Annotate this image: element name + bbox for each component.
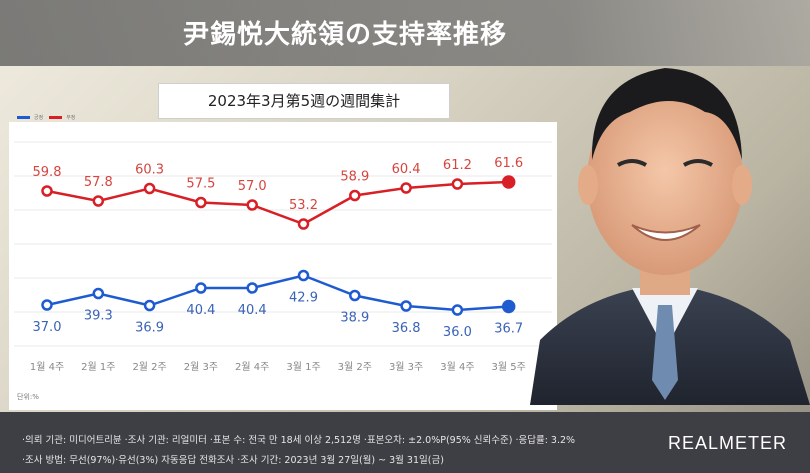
footer-line-2: ·조사 방법: 무선(97%)·유선(3%) 자동응답 전화조사 ·조사 기간:… — [22, 455, 444, 466]
data-label: 36.8 — [392, 321, 421, 336]
data-point — [195, 196, 207, 209]
data-label: 58.9 — [340, 170, 369, 185]
data-point — [297, 218, 310, 230]
chart-series: 59.8 57.8 60.3 57.5 57.0 53.2 58.9 60.4 61.2 61.6… — [33, 156, 524, 340]
data-label: 61.6 — [494, 156, 523, 171]
data-point — [246, 282, 258, 294]
data-point — [41, 185, 53, 197]
page-title: 尹錫悦大統領の支持率推移 — [182, 20, 507, 50]
data-point — [92, 195, 105, 207]
data-label: 60.4 — [392, 162, 421, 177]
data-point — [195, 282, 207, 294]
data-point — [501, 175, 516, 189]
data-label: 57.5 — [186, 177, 215, 192]
data-label: 53.2 — [289, 198, 318, 213]
x-tick-label: 3월 4주 — [440, 361, 474, 373]
data-point — [400, 300, 412, 312]
x-tick-label: 2월 4주 — [235, 361, 269, 373]
data-point — [297, 269, 310, 282]
data-label: 36.9 — [135, 321, 164, 336]
title-band — [0, 0, 810, 66]
data-point — [349, 289, 361, 302]
data-point — [451, 304, 464, 316]
legend-label-positive: 긍정 — [34, 115, 44, 121]
data-label: 57.0 — [238, 179, 267, 194]
x-tick-label: 2월 2주 — [132, 361, 166, 373]
data-label: 42.9 — [289, 291, 318, 306]
data-point — [92, 287, 105, 300]
chart-grid — [14, 141, 552, 347]
data-label: 36.7 — [494, 322, 523, 337]
data-point — [41, 299, 53, 311]
chart-panel — [9, 122, 557, 410]
data-point — [501, 299, 516, 314]
data-label: 57.8 — [84, 175, 113, 190]
footer-line-1: ·의뢰 기관: 미디어트리뷴 ·조사 기관: 리얼미터 ·표본 수: 전국 만 … — [22, 435, 576, 446]
data-point — [349, 189, 361, 202]
legend-label-negative: 부정 — [66, 115, 76, 121]
data-label: 61.2 — [443, 158, 472, 173]
x-tick-label: 2월 3주 — [184, 361, 218, 373]
data-label: 38.9 — [340, 311, 369, 326]
portrait-photo — [530, 68, 810, 405]
series-line-1 — [46, 274, 509, 312]
data-point — [246, 199, 258, 211]
subtitle: 2023年3月第5週の週間集計 — [158, 83, 450, 119]
data-point — [451, 178, 464, 190]
brand-logo-text: REALMETER — [668, 433, 788, 453]
data-label: 39.3 — [84, 309, 113, 324]
x-tick-labels: 1월 4주 2월 1주 2월 2주 2월 3주 2월 4주 3월 1주 3월 2주 3월 3주… — [30, 361, 526, 373]
data-point — [143, 182, 156, 195]
series-line-0 — [46, 180, 509, 226]
data-label: 59.8 — [33, 165, 62, 180]
data-label: 36.0 — [443, 325, 472, 340]
data-point — [143, 299, 156, 312]
legend: 긍정 부정 — [17, 114, 77, 121]
data-label: 40.4 — [238, 303, 267, 318]
legend-swatch-negative — [49, 116, 63, 119]
x-tick-label: 3월 5주 — [492, 361, 526, 373]
x-tick-label: 1월 4주 — [30, 361, 64, 373]
data-point — [400, 182, 412, 194]
x-tick-label: 3월 3주 — [389, 361, 423, 373]
x-tick-label: 2월 1주 — [81, 361, 115, 373]
footer — [0, 412, 810, 473]
data-label: 60.3 — [135, 163, 164, 178]
data-label: 40.4 — [186, 303, 215, 318]
x-tick-label: 3월 1주 — [286, 361, 320, 373]
x-tick-label: 3월 2주 — [338, 361, 372, 373]
legend-swatch-positive — [17, 116, 30, 119]
data-label: 37.0 — [33, 320, 62, 335]
unit-label: 단위:% — [17, 393, 39, 401]
